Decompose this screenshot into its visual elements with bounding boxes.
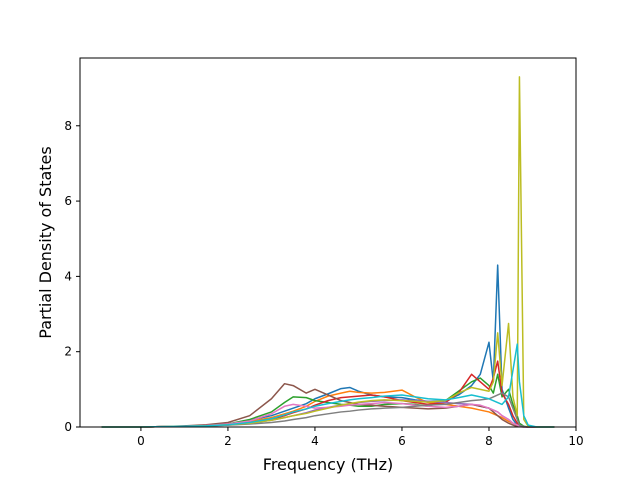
- x-tick-label: 0: [137, 434, 145, 448]
- y-tick-label: 2: [64, 345, 72, 359]
- series-line-7: [101, 401, 555, 428]
- x-tick-label: 8: [485, 434, 493, 448]
- y-tick-label: 4: [64, 269, 72, 283]
- x-tick-label: 6: [398, 434, 406, 448]
- series-line-10: [101, 343, 555, 428]
- y-tick-label: 6: [64, 194, 72, 208]
- series-layer: [101, 76, 555, 428]
- x-axis-label: Frequency (THz): [263, 455, 393, 474]
- series-line-6: [101, 382, 555, 428]
- series-line-9: [101, 76, 555, 428]
- x-tick-label: 2: [224, 434, 232, 448]
- plot-frame: [79, 57, 577, 428]
- y-tick-label: 8: [64, 119, 72, 133]
- y-axis-label: Partial Density of States: [36, 146, 55, 338]
- x-tick-label: 10: [568, 434, 583, 448]
- x-tick-label: 4: [311, 434, 319, 448]
- axes-layer: 0 2 4 6 8 10 0 2 4 6 8: [64, 119, 583, 448]
- y-tick-label: 0: [64, 420, 72, 434]
